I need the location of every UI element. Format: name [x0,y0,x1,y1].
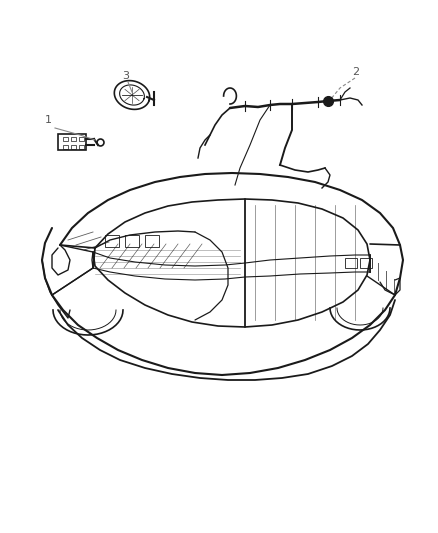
Text: 3: 3 [123,71,130,81]
Text: 1: 1 [45,115,52,125]
Bar [71,137,76,141]
Bar [360,258,372,268]
Bar [58,134,86,150]
Text: 2: 2 [353,67,360,77]
Bar [105,235,119,247]
Bar [345,258,357,268]
Bar [125,235,139,247]
Bar [63,145,68,149]
Bar [71,145,76,149]
Bar [79,137,84,141]
Bar [79,145,84,149]
Bar [145,235,159,247]
Bar [63,137,68,141]
